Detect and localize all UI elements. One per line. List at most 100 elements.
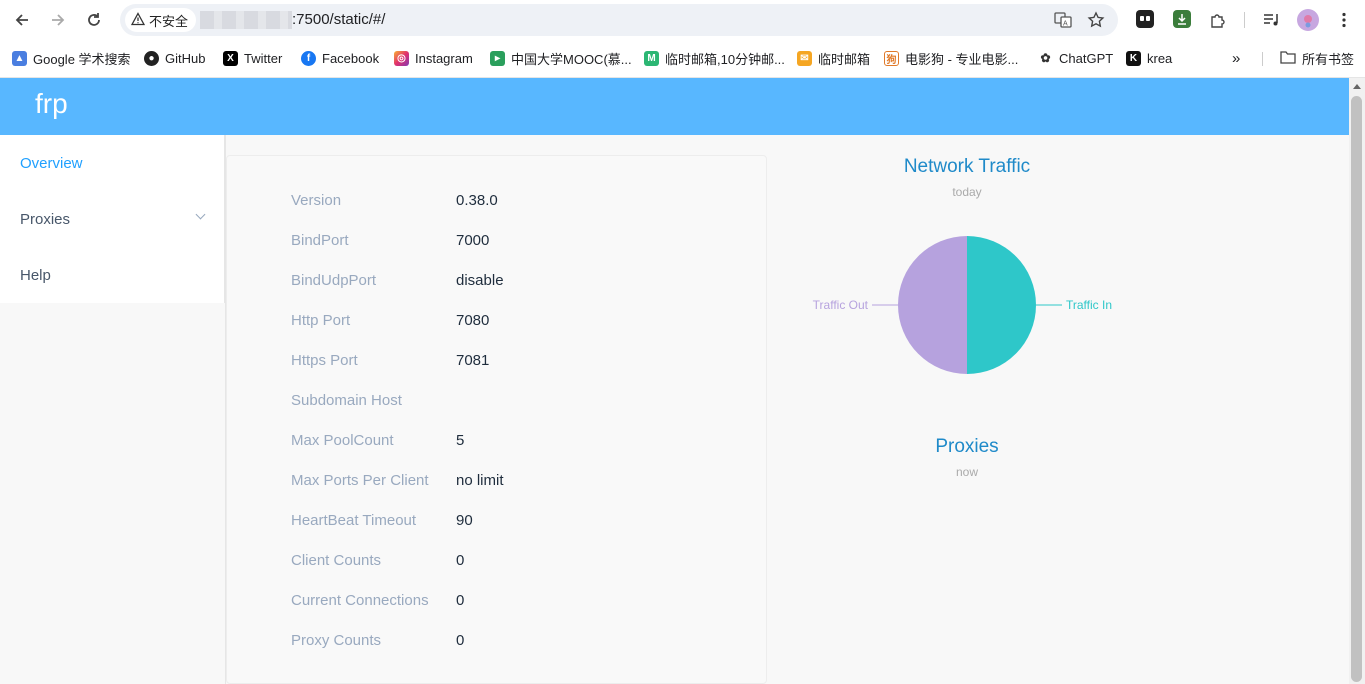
instagram-icon: ◎ xyxy=(394,50,409,66)
mail-m-icon: M xyxy=(644,50,659,66)
server-info-panel: Version 0.38.0 BindPort 7000 BindUdpPort… xyxy=(226,155,767,684)
info-label: Subdomain Host xyxy=(291,392,402,409)
info-label: BindPort xyxy=(291,232,349,249)
browser-toolbar: 不安全 :7500/static/#/ A xyxy=(0,0,1365,40)
info-value: 0.38.0 xyxy=(456,192,498,209)
facebook-icon: f xyxy=(301,50,316,66)
bookmark-label: 中国大学MOOC(慕... xyxy=(511,51,632,67)
pie-slice-traffic-in[interactable] xyxy=(967,236,1036,374)
bookmark-label: ChatGPT xyxy=(1059,50,1114,66)
x-icon: X xyxy=(223,50,238,66)
info-label: HeartBeat Timeout xyxy=(291,512,417,529)
sidebar-item-overview[interactable]: Overview xyxy=(0,135,224,191)
traffic-chart-title: Network Traffic xyxy=(903,156,1031,177)
puzzle-extensions-icon[interactable] xyxy=(1208,10,1228,30)
bookmark-temp-mail-10min[interactable]: M 临时邮箱,10分钟邮... xyxy=(644,48,785,68)
pie-slice-label: Traffic In xyxy=(1066,298,1112,312)
address-bar[interactable]: 不安全 :7500/static/#/ A xyxy=(120,4,1118,36)
bookmark-instagram[interactable]: ◎ Instagram xyxy=(394,48,473,68)
graduation-cap-icon: ▲ xyxy=(12,50,27,66)
bookmark-label: Twitter xyxy=(244,50,283,66)
envelope-icon: ✉ xyxy=(797,50,812,66)
bookmark-label: krea xyxy=(1147,50,1173,66)
info-value: 0 xyxy=(456,592,465,609)
bookmark-mooc[interactable]: ▸ 中国大学MOOC(慕... xyxy=(490,48,632,68)
app-header: frp xyxy=(0,78,1349,135)
info-value: 7081 xyxy=(456,352,490,369)
more-bookmarks-chevron-icon[interactable]: » xyxy=(1232,49,1241,67)
chatgpt-icon: ✿ xyxy=(1038,50,1053,66)
scroll-up-arrow-icon[interactable] xyxy=(1353,84,1361,89)
profile-avatar[interactable] xyxy=(1297,9,1319,31)
redacted-host xyxy=(200,11,292,29)
github-icon: ● xyxy=(144,50,159,66)
bookmark-facebook[interactable]: f Facebook xyxy=(301,48,379,68)
security-label: 不安全 xyxy=(149,13,189,29)
info-label: Https Port xyxy=(291,352,358,369)
download-extension-icon[interactable] xyxy=(1173,10,1191,28)
back-arrow-icon[interactable] xyxy=(10,8,34,32)
bookmarks-divider xyxy=(1262,52,1263,66)
warning-triangle-icon xyxy=(130,11,146,29)
traffic-chart-subtitle: today xyxy=(952,185,982,199)
bookmarks-bar: ▲ Google 学术搜索 ● GitHub X Twitter f Faceb… xyxy=(0,44,1365,72)
bookmark-github[interactable]: ● GitHub xyxy=(144,48,205,68)
bookmark-twitter[interactable]: X Twitter xyxy=(223,48,282,68)
krea-icon: K xyxy=(1126,50,1141,66)
app-logo[interactable]: frp xyxy=(35,88,68,119)
svg-text:A: A xyxy=(1063,21,1068,28)
sidebar-menu: Overview Proxies Help xyxy=(0,135,225,303)
sidebar-item-proxies[interactable]: Proxies xyxy=(0,191,224,247)
more-menu-icon[interactable] xyxy=(1334,10,1354,30)
proxies-chart-title: Proxies xyxy=(935,436,999,457)
sidebar-item-help[interactable]: Help xyxy=(0,247,224,303)
security-chip[interactable]: 不安全 xyxy=(125,8,197,32)
bookmark-label: GitHub xyxy=(165,50,206,66)
folder-icon xyxy=(1280,50,1296,67)
info-value: 7080 xyxy=(456,312,490,329)
info-value: disable xyxy=(456,272,504,289)
bookmark-chatgpt[interactable]: ✿ ChatGPT xyxy=(1038,48,1113,68)
reload-icon[interactable] xyxy=(82,8,106,32)
info-value: 90 xyxy=(456,512,473,529)
pie-slice-traffic-out[interactable] xyxy=(898,236,967,374)
sidebar-item-label: Proxies xyxy=(20,210,71,228)
proxies-chart-subtitle: now xyxy=(955,465,978,479)
media-control-icon[interactable] xyxy=(1262,10,1282,30)
page-scrollbar[interactable] xyxy=(1349,78,1365,684)
movie-dog-icon: 狗 xyxy=(884,50,899,66)
chrome-divider xyxy=(0,77,1365,78)
translate-icon[interactable]: A xyxy=(1053,10,1073,30)
info-value: 7000 xyxy=(456,232,490,249)
chevron-down-icon xyxy=(195,209,206,220)
bookmark-label: Google 学术搜索 xyxy=(33,51,131,67)
info-value: 0 xyxy=(456,552,465,569)
info-value: no limit xyxy=(456,472,504,489)
info-label: Version xyxy=(291,192,342,209)
mooc-icon: ▸ xyxy=(490,50,505,66)
forward-arrow-icon[interactable] xyxy=(46,8,70,32)
info-value: 5 xyxy=(456,432,465,449)
all-bookmarks-folder[interactable]: 所有书签 xyxy=(1280,48,1354,68)
extension-icon[interactable] xyxy=(1136,10,1154,28)
pie-slice-label: Traffic Out xyxy=(813,298,869,312)
info-label: Http Port xyxy=(291,312,351,329)
info-label: Max Ports Per Client xyxy=(291,472,429,489)
bookmark-google-scholar[interactable]: ▲ Google 学术搜索 xyxy=(12,48,131,68)
info-value: 0 xyxy=(456,632,465,649)
url-text: :7500/static/#/ xyxy=(292,11,386,28)
all-bookmarks-label: 所有书签 xyxy=(1302,51,1355,67)
traffic-pie-chart[interactable]: Traffic In Traffic Out xyxy=(797,225,1137,385)
toolbar-divider xyxy=(1244,12,1245,28)
bookmark-label: Instagram xyxy=(415,50,473,66)
bookmark-temp-mail[interactable]: ✉ 临时邮箱 xyxy=(797,48,870,68)
scroll-thumb[interactable] xyxy=(1351,96,1362,682)
bookmark-label: Facebook xyxy=(322,50,380,66)
bookmark-krea[interactable]: K krea xyxy=(1126,48,1172,68)
bookmark-star-icon[interactable] xyxy=(1086,10,1106,30)
bookmark-movie-dog[interactable]: 狗 电影狗 - 专业电影... xyxy=(884,48,1018,68)
bookmark-label: 临时邮箱,10分钟邮... xyxy=(665,51,785,67)
info-label: BindUdpPort xyxy=(291,272,377,289)
info-label: Proxy Counts xyxy=(291,632,382,649)
info-label: Max PoolCount xyxy=(291,432,394,449)
